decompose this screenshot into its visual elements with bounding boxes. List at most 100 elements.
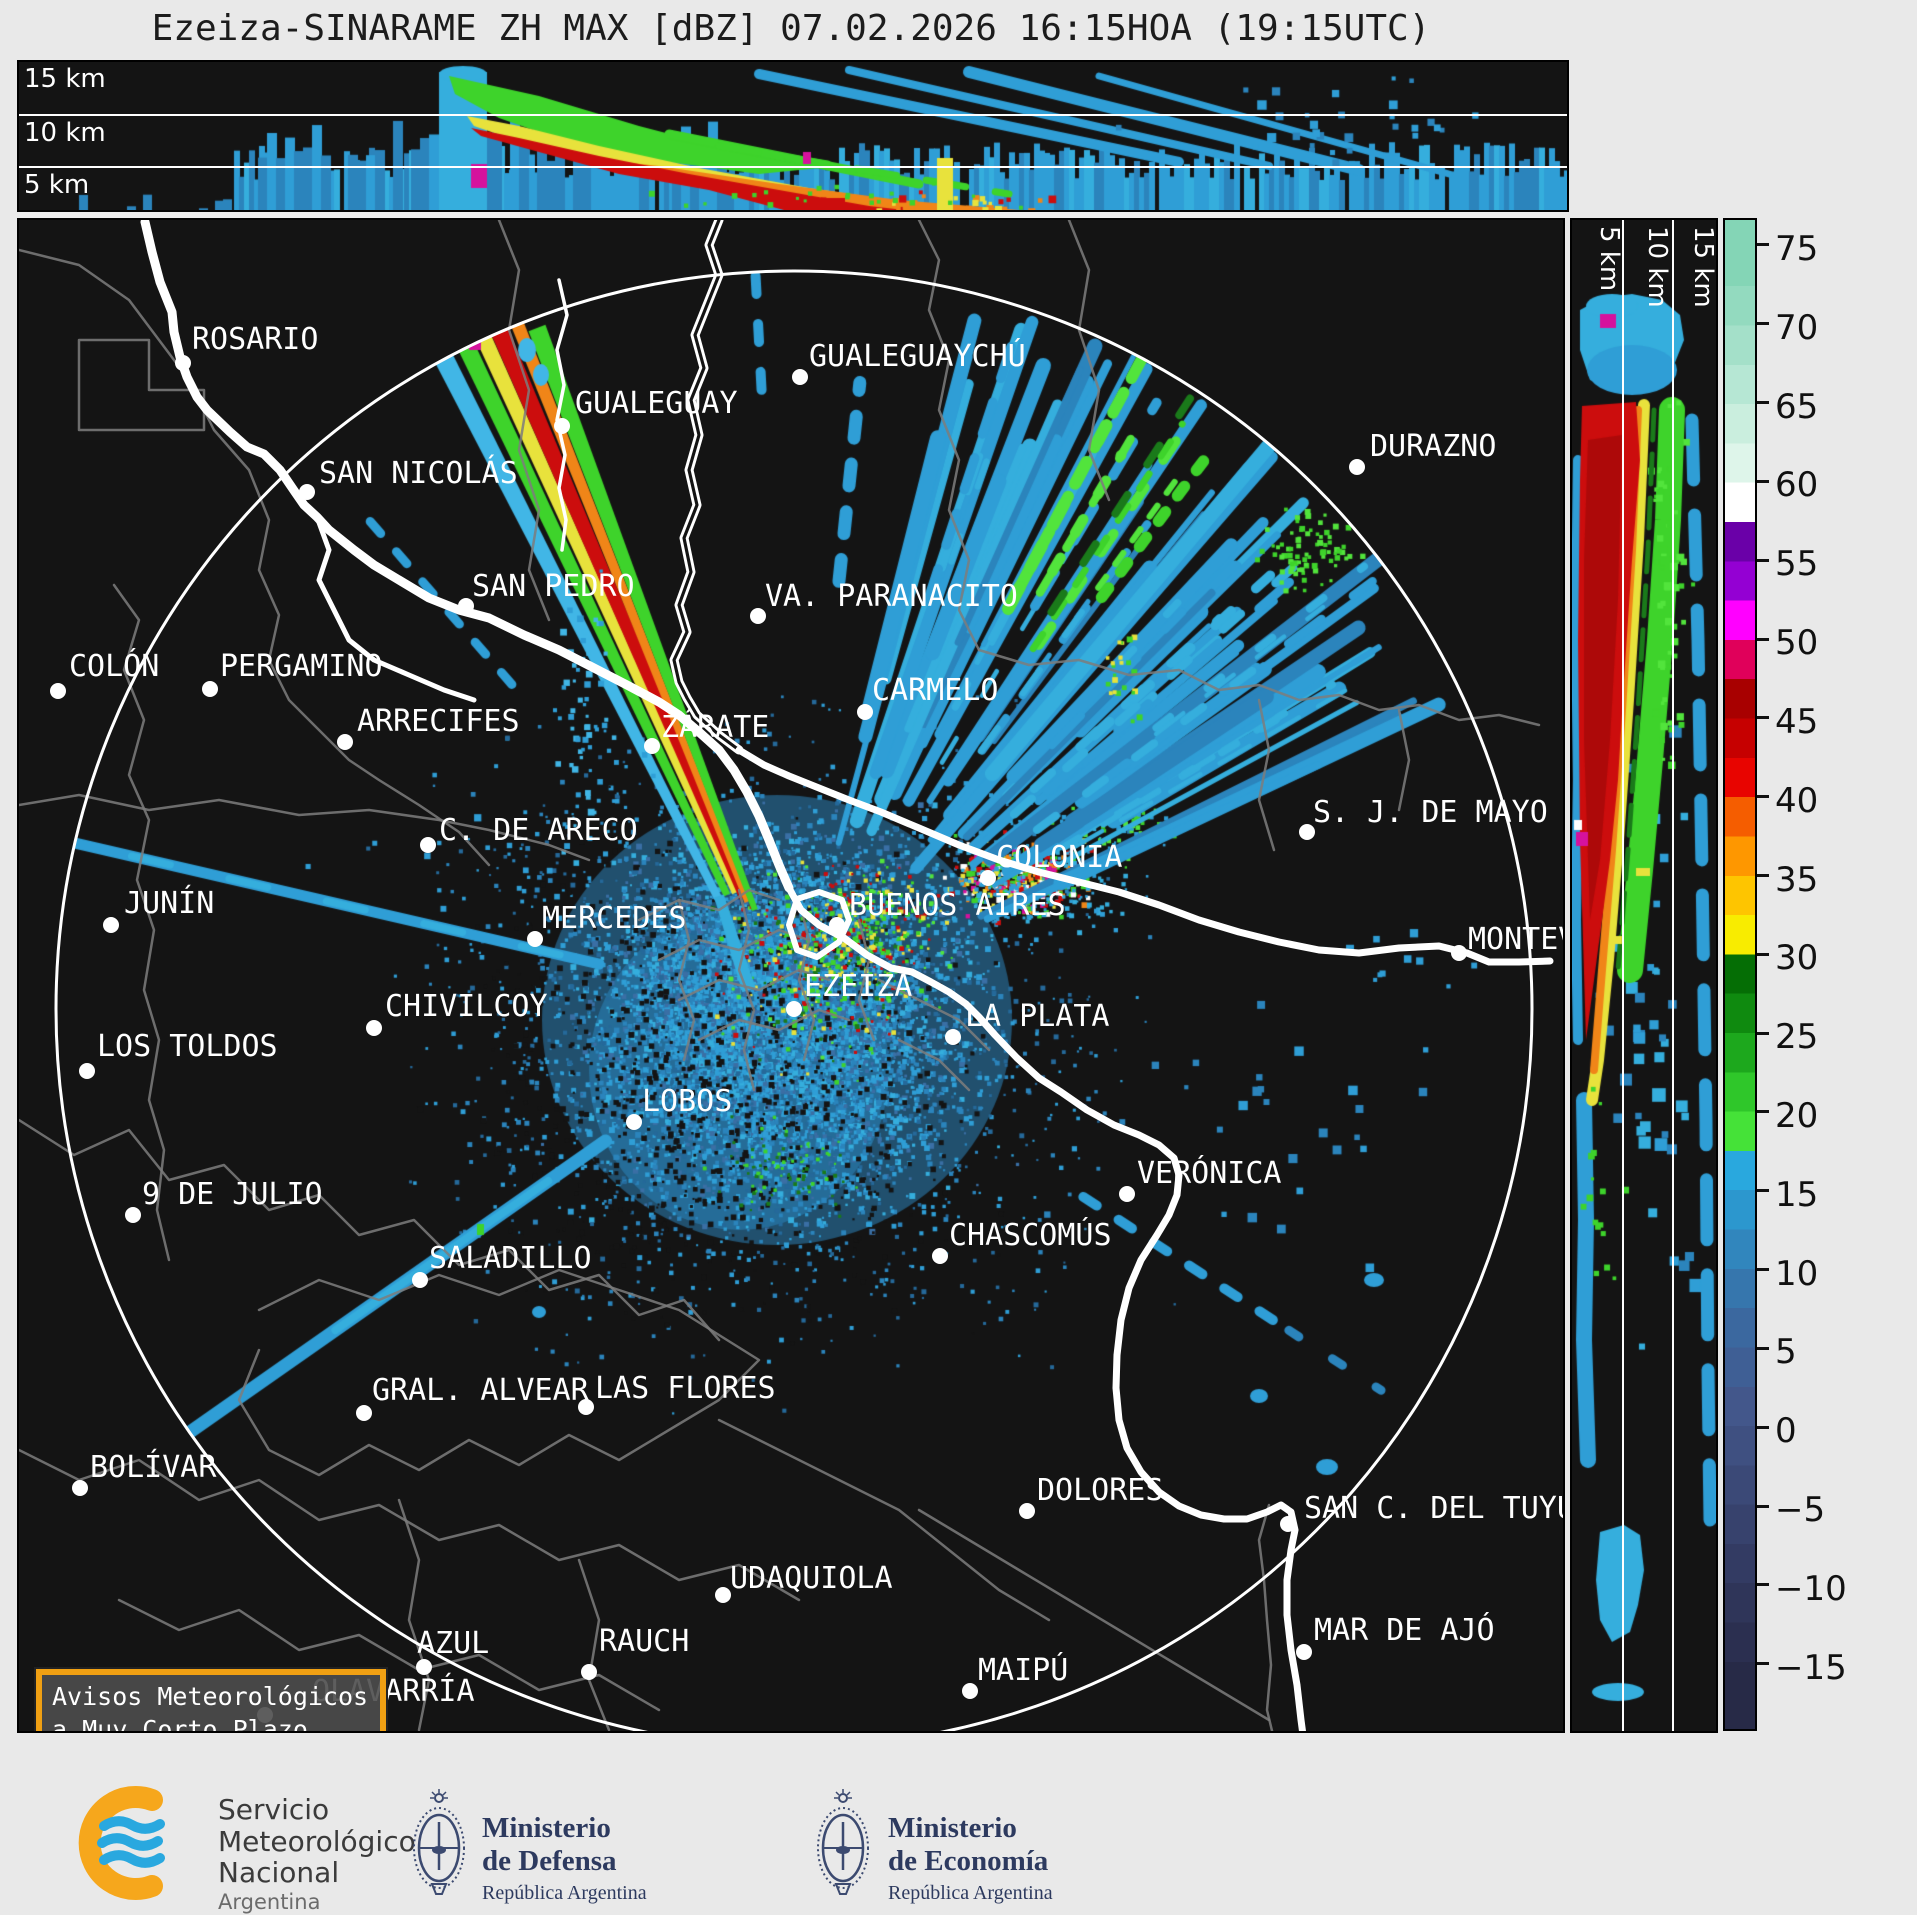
city-dot — [1349, 459, 1365, 475]
smn-line-1: Servicio — [218, 1793, 330, 1826]
buenos-aires-city-ring — [786, 889, 852, 960]
city-dot — [299, 484, 315, 500]
defensa-coat-of-arms-icon — [413, 1789, 465, 1895]
admin-boundary-line — [677, 968, 831, 1002]
city-dot — [1296, 1644, 1312, 1660]
height-axis-label: 10 km — [1642, 226, 1672, 308]
colorbar-tick-mark — [1757, 716, 1769, 720]
river-coastline — [314, 514, 477, 703]
colorbar-tick-mark — [1757, 1189, 1769, 1193]
top-height-profile-panel: 15 km 10 km 5 km — [17, 60, 1569, 212]
admin-boundary-line — [19, 793, 591, 862]
smn-logo-icon — [78, 1786, 165, 1900]
colorbar-tick-mark — [1757, 1031, 1769, 1035]
city-label: RAUCH — [599, 1624, 690, 1659]
height-gridline — [19, 166, 1567, 168]
city-dot — [79, 1063, 95, 1079]
colorbar-tick-label: 45 — [1775, 701, 1819, 742]
colorbar-tick-label: 65 — [1775, 386, 1819, 427]
colorbar-tick-label: −5 — [1775, 1490, 1826, 1531]
city-dot — [412, 1272, 428, 1288]
city-label: CHASCOMÚS — [949, 1218, 1112, 1253]
city-dot — [750, 608, 766, 624]
city-label: EZEIZA — [804, 969, 913, 1004]
city-dot — [1280, 1516, 1296, 1532]
height-axis-label: 10 km — [24, 118, 106, 148]
city-label: SAN NICOLÁS — [319, 456, 518, 491]
admin-boundary-line — [637, 888, 781, 922]
city-label: SAN PEDRO — [472, 569, 635, 604]
admin-boundary-line — [19, 248, 491, 867]
admin-boundary-line — [677, 898, 696, 1062]
colorbar-tick-mark — [1757, 1504, 1769, 1508]
colorbar-tick-mark — [1757, 1268, 1769, 1272]
colorbar-tick-mark — [1757, 1425, 1769, 1429]
city-dot — [554, 418, 570, 434]
city-label: COLÓN — [69, 649, 160, 684]
city-dot — [1451, 945, 1467, 961]
height-axis-label: 15 km — [24, 64, 106, 94]
colorbar-tick-mark — [1757, 1346, 1769, 1350]
city-label: GUALEGUAY — [575, 386, 738, 421]
admin-boundary-line — [1257, 698, 1276, 852]
right-profile-canvas — [1572, 220, 1716, 1731]
city-dot — [202, 681, 218, 697]
defensa-line-1: Ministerio — [482, 1812, 611, 1844]
admin-boundary-line — [977, 648, 1541, 727]
city-label: MAR DE AJÓ — [1314, 1613, 1495, 1648]
admin-boundary-line — [577, 1558, 611, 1731]
city-label: ZÁRATE — [661, 710, 770, 745]
colorbar-tick-label: 60 — [1775, 465, 1819, 506]
smn-line-3: Nacional — [218, 1856, 340, 1890]
economia-sub: República Argentina — [888, 1881, 1053, 1904]
city-label: CHIVILCOY — [385, 989, 548, 1024]
colorbar-tick-mark — [1757, 322, 1769, 326]
colorbar-tick-label: 30 — [1775, 938, 1819, 979]
colorbar-tick-mark — [1757, 637, 1769, 641]
admin-boundary-line — [117, 1598, 661, 1712]
city-dot — [1019, 1503, 1035, 1519]
colorbar-tick-mark — [1757, 558, 1769, 562]
page-title: Ezeiza-SINARAME ZH MAX [dBZ] 07.02.2026 … — [151, 8, 1431, 49]
defensa-line-2: de Defensa — [482, 1845, 617, 1878]
city-label: DOLORES — [1037, 1473, 1164, 1508]
colorbar-tick-label: 20 — [1775, 1095, 1819, 1136]
colorbar-tick-mark — [1757, 1110, 1769, 1114]
city-dot — [366, 1020, 382, 1036]
city-label: VA. PARANACITO — [765, 579, 1018, 614]
city-label: LOS TOLDOS — [97, 1029, 278, 1064]
admin-boundary-line — [897, 1038, 971, 1092]
city-dot — [103, 917, 119, 933]
admin-boundary-line — [77, 338, 206, 432]
city-dot — [458, 598, 474, 614]
city-label: S. J. DE MAYO — [1313, 795, 1548, 830]
admin-boundary-line — [857, 918, 876, 1042]
admin-boundary-line — [237, 1268, 761, 1477]
city-label: AZUL — [417, 1626, 490, 1661]
colorbar-tick-mark — [1757, 874, 1769, 877]
defensa-wordmark: Ministerio de Defensa República Argentin… — [482, 1812, 647, 1905]
city-dot — [644, 738, 660, 754]
height-gridline — [19, 114, 1567, 116]
city-label: 9 DE JULIO — [142, 1177, 323, 1212]
admin-boundary-line — [1257, 1503, 1274, 1731]
city-dot — [980, 870, 996, 886]
colorbar-tick-label: 10 — [1775, 1253, 1819, 1294]
river-coastline — [669, 220, 744, 755]
colorbar-tick-mark — [1757, 1662, 1769, 1666]
admin-boundary-line — [19, 1118, 721, 1342]
city-dot — [581, 1664, 597, 1680]
city-label: MONTEVIDEO — [1468, 922, 1563, 957]
colorbar-tick-mark — [1757, 1583, 1769, 1587]
city-label: C. DE ARECO — [439, 813, 638, 848]
city-label: MERCEDES — [542, 901, 687, 936]
city-label: BOLÍVAR — [90, 1450, 217, 1485]
right-height-profile-panel: 5 km 10 km 15 km — [1570, 218, 1718, 1733]
city-dot — [175, 355, 191, 371]
city-label: LAS FLORES — [595, 1371, 776, 1406]
colorbar-tick-mark — [1757, 795, 1769, 799]
colorbar-tick-label: −10 — [1775, 1568, 1847, 1609]
smn-line-2: Meteorológico — [218, 1824, 416, 1858]
city-dot — [1119, 1186, 1135, 1202]
